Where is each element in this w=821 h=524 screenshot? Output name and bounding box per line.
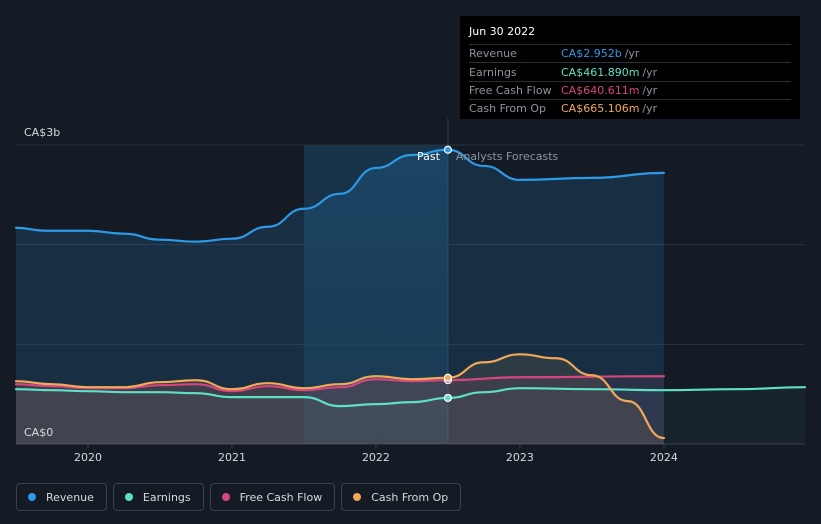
cash-from-op-dot-icon bbox=[353, 493, 362, 501]
tooltip-unit: /yr bbox=[624, 47, 640, 61]
earnings-area bbox=[16, 387, 805, 444]
tooltip-value: CA$640.611m bbox=[561, 83, 640, 97]
tooltip-unit: /yr bbox=[642, 102, 658, 116]
tooltip-label: Earnings bbox=[469, 65, 517, 79]
earnings-line bbox=[14, 386, 807, 408]
legend-label: Earnings bbox=[142, 490, 191, 504]
series-lines bbox=[14, 148, 807, 440]
legend-item-free-cash-flow[interactable]: Free Cash Flow bbox=[209, 483, 336, 511]
tooltip-label: Revenue bbox=[469, 47, 517, 61]
axis-labels: CA$3b CA$0 2020 2021 2022 2023 2024 Past Analyst… bbox=[24, 126, 678, 464]
legend: Revenue Earnings Free Cash Flow Cash Fro… bbox=[16, 483, 462, 511]
x-tick-label: 2021 bbox=[218, 451, 246, 464]
revenue-dot-icon bbox=[28, 493, 36, 501]
tooltip-label: Free Cash Flow bbox=[469, 83, 552, 97]
tooltip-unit: /yr bbox=[642, 83, 658, 97]
cash-from-op-line bbox=[14, 353, 666, 440]
tooltip-date: Jun 30 2022 bbox=[469, 25, 791, 45]
x-tick-label: 2023 bbox=[506, 451, 534, 464]
y-tick-bottom: CA$0 bbox=[24, 426, 53, 439]
highlight-band bbox=[303, 145, 448, 444]
revenue-marker bbox=[443, 145, 453, 154]
gridlines bbox=[16, 118, 805, 448]
tooltip-value: CA$665.106m bbox=[561, 102, 640, 116]
tooltip-value: CA$461.890m bbox=[561, 65, 640, 79]
legend-item-revenue[interactable]: Revenue bbox=[16, 483, 107, 511]
tooltip-row-earnings: Earnings CA$461.890m /yr bbox=[469, 63, 791, 82]
tooltip-value: CA$2.952b bbox=[561, 47, 622, 61]
x-tick-label: 2020 bbox=[74, 451, 102, 464]
tooltip-row-revenue: Revenue CA$2.952b /yr bbox=[469, 45, 791, 64]
tooltip-unit: /yr bbox=[642, 65, 658, 79]
tooltip-row-cash-from-op: Cash From Op CA$665.106m /yr bbox=[469, 100, 791, 117]
tooltip: Jun 30 2022 Revenue CA$2.952b /yr Earnin… bbox=[460, 16, 800, 119]
revenue-area bbox=[16, 149, 664, 444]
forecast-label: Analysts Forecasts bbox=[456, 150, 559, 163]
legend-item-earnings[interactable]: Earnings bbox=[112, 483, 204, 511]
series-markers bbox=[443, 145, 453, 403]
legend-label: Cash From Op bbox=[371, 490, 449, 504]
earnings-dot-icon bbox=[124, 493, 133, 501]
past-label: Past bbox=[417, 150, 441, 163]
free-cash-flow-dot-icon bbox=[221, 493, 230, 501]
legend-item-cash-from-op[interactable]: Cash From Op bbox=[341, 483, 462, 511]
tooltip-row-free-cash-flow: Free Cash Flow CA$640.611m /yr bbox=[469, 82, 791, 101]
y-tick-top: CA$3b bbox=[24, 126, 60, 139]
tooltip-label: Cash From Op bbox=[469, 102, 547, 116]
earnings-marker bbox=[443, 393, 453, 403]
legend-label: Revenue bbox=[46, 490, 94, 504]
legend-label: Free Cash Flow bbox=[239, 490, 323, 504]
x-tick-label: 2024 bbox=[650, 451, 678, 464]
cash-from-op-marker bbox=[443, 373, 453, 382]
revenue-line bbox=[14, 148, 666, 243]
past-highlight-band bbox=[303, 145, 448, 444]
x-tick-label: 2022 bbox=[362, 451, 390, 464]
